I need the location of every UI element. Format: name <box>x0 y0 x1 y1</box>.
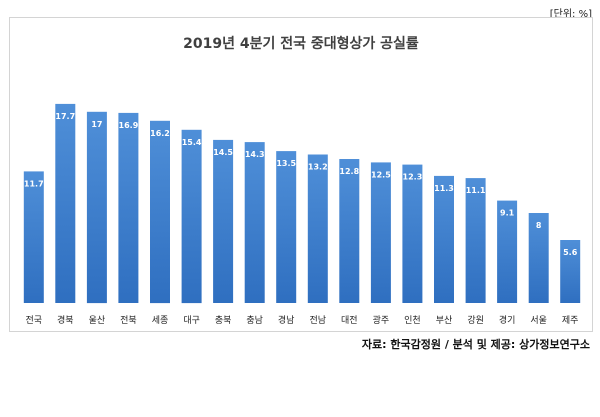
bar-경북 <box>55 103 76 304</box>
bar-전남 <box>307 154 328 303</box>
category-label-대구: 대구 <box>183 315 200 326</box>
value-label-제주: 5.6 <box>563 248 578 257</box>
bar-경기 <box>497 200 518 303</box>
bar-대전 <box>339 159 360 303</box>
category-labels-group: 전국 경북 울산 전북 세종 대구 충북 충남 경남 전남 대전 광주 인천 부산 강원 경기 서울 제주 <box>26 314 579 326</box>
bar-전북 <box>118 112 139 304</box>
category-label-전북: 전북 <box>120 315 137 326</box>
unit-note: [단위: %] <box>549 9 592 20</box>
category-label-부산: 부산 <box>436 315 453 326</box>
category-label-전남: 전남 <box>310 315 327 326</box>
value-label-전남: 13.2 <box>308 163 328 172</box>
category-label-대전: 대전 <box>341 315 358 326</box>
category-label-경기: 경기 <box>499 314 516 326</box>
value-label-대구: 15.4 <box>182 138 202 147</box>
bar-전국 <box>23 171 44 303</box>
value-label-전국: 11.7 <box>24 179 44 188</box>
value-label-전북: 16.9 <box>119 121 139 130</box>
category-label-울산: 울산 <box>89 315 106 326</box>
bar-제주 <box>560 240 581 303</box>
source-note: 자료: 한국감정원 / 분석 및 제공: 상가정보연구소 <box>361 338 590 351</box>
chart-panel: 2019년 4분기 전국 중대형상가 공실률 11.7 17.7 17 16.9 16.… <box>9 17 593 332</box>
bars-group <box>23 103 581 304</box>
value-label-부산: 11.3 <box>434 184 454 193</box>
chart-title: 2019년 4분기 전국 중대형상가 공실률 <box>183 35 419 52</box>
bar-강원 <box>465 178 486 303</box>
value-label-경북: 17.7 <box>55 112 75 121</box>
bar-인천 <box>402 164 423 303</box>
category-label-전국: 전국 <box>26 315 43 326</box>
category-label-경남: 경남 <box>278 314 295 326</box>
category-label-광주: 광주 <box>373 314 390 326</box>
category-label-충남: 충남 <box>246 315 263 326</box>
bar-부산 <box>434 175 454 303</box>
bar-세종 <box>150 120 170 304</box>
category-label-인천: 인천 <box>404 315 421 326</box>
value-label-대전: 12.8 <box>339 167 359 176</box>
value-label-인천: 12.3 <box>403 173 423 182</box>
value-label-경남: 13.5 <box>276 159 296 168</box>
value-label-세종: 16.2 <box>150 129 170 138</box>
bar-충남 <box>244 142 265 303</box>
value-label-강원: 11.1 <box>466 186 486 195</box>
bar-충북 <box>213 139 234 303</box>
bar-경남 <box>276 151 297 303</box>
value-label-경기: 9.1 <box>500 209 515 218</box>
bar-광주 <box>370 162 391 303</box>
value-labels-group: 11.7 17.7 17 16.9 16.2 15.4 14.5 14.3 13.5 13.2 12… <box>24 112 578 257</box>
category-label-강원: 강원 <box>467 315 484 326</box>
category-label-충북: 충북 <box>215 315 232 326</box>
category-label-서울: 서울 <box>530 315 547 326</box>
bar-chart: 2019년 4분기 전국 중대형상가 공실률 11.7 17.7 17 16.9 16.… <box>23 35 581 326</box>
value-label-충남: 14.3 <box>245 150 265 159</box>
value-label-충북: 14.5 <box>213 148 233 157</box>
bar-대구 <box>181 129 202 304</box>
bar-울산 <box>86 111 107 304</box>
category-label-세종: 세종 <box>152 315 169 326</box>
bar-서울 <box>528 213 549 303</box>
category-label-경북: 경북 <box>57 314 74 326</box>
value-label-울산: 17 <box>91 120 102 129</box>
value-label-서울: 8 <box>536 221 542 230</box>
category-label-제주: 제주 <box>562 315 579 326</box>
value-label-광주: 12.5 <box>371 170 391 179</box>
